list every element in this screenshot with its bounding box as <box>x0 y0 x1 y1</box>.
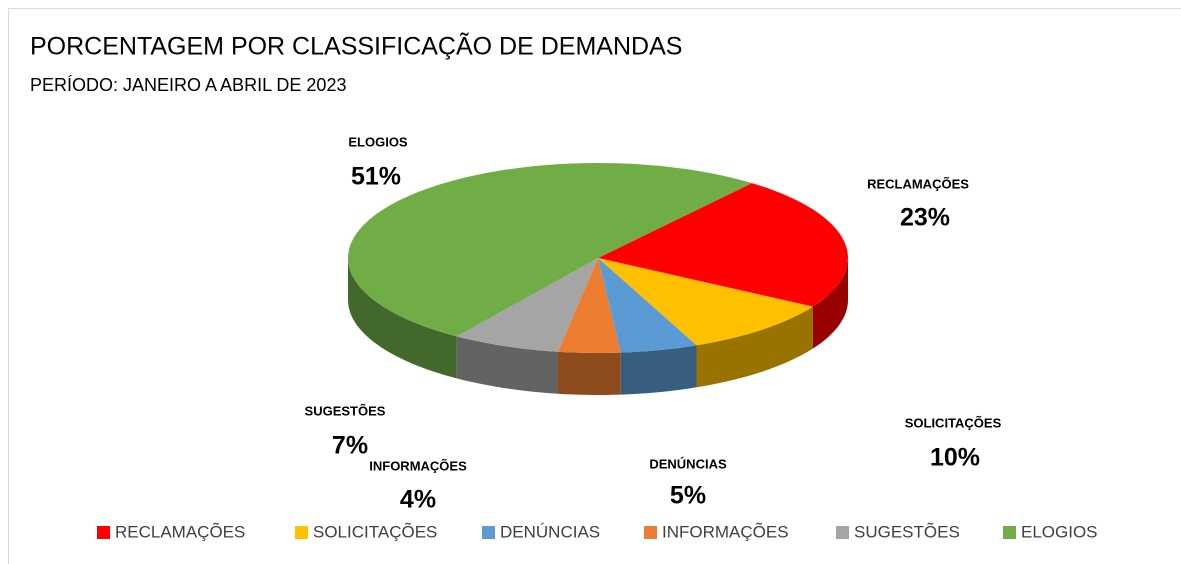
slice-side <box>348 258 457 379</box>
data-label-name: ELOGIOS <box>348 134 408 149</box>
legend-swatch <box>644 526 657 539</box>
slice <box>348 163 752 337</box>
legend-label: SUGESTÕES <box>854 522 960 541</box>
data-label-name: SOLICITAÇÕES <box>905 415 1002 430</box>
slice-side <box>456 336 558 394</box>
legend-swatch <box>97 526 110 539</box>
legend-swatch <box>1003 526 1016 539</box>
data-label-value: 5% <box>670 482 706 510</box>
slice-side <box>620 345 697 395</box>
legend-label: SOLICITAÇÕES <box>313 522 437 541</box>
data-label-name: SUGESTÕES <box>305 403 386 418</box>
legend-label: DENÚNCIAS <box>500 522 600 541</box>
chart-subtitle: PERÍODO: JANEIRO A ABRIL DE 2023 <box>30 75 346 95</box>
legend-label: RECLAMAÇÕES <box>115 522 245 541</box>
data-label-value: 7% <box>332 432 368 460</box>
slice <box>598 183 848 307</box>
data-label-name: RECLAMAÇÕES <box>867 176 969 191</box>
legend-label: INFORMAÇÕES <box>662 522 789 541</box>
legend-swatch <box>836 526 849 539</box>
chart-border <box>8 8 1181 564</box>
slice-side <box>696 306 813 388</box>
data-label-value: 10% <box>930 444 980 472</box>
data-label-value: 51% <box>351 163 401 191</box>
legend-swatch <box>482 526 495 539</box>
slice-side <box>558 351 621 395</box>
slice <box>558 258 621 353</box>
data-label-name: DENÚNCIAS <box>649 456 727 471</box>
slice <box>598 258 697 353</box>
legend-swatch <box>295 526 308 539</box>
legend-label: ELOGIOS <box>1021 522 1098 541</box>
slice <box>598 258 813 346</box>
slice <box>456 258 598 352</box>
chart-title: PORCENTAGEM POR CLASSIFICAÇÃO DE DEMANDA… <box>30 32 682 61</box>
data-label-value: 23% <box>900 204 950 232</box>
data-label-name: INFORMAÇÕES <box>369 458 467 473</box>
data-label-value: 4% <box>400 486 436 514</box>
slice-side <box>812 258 848 349</box>
